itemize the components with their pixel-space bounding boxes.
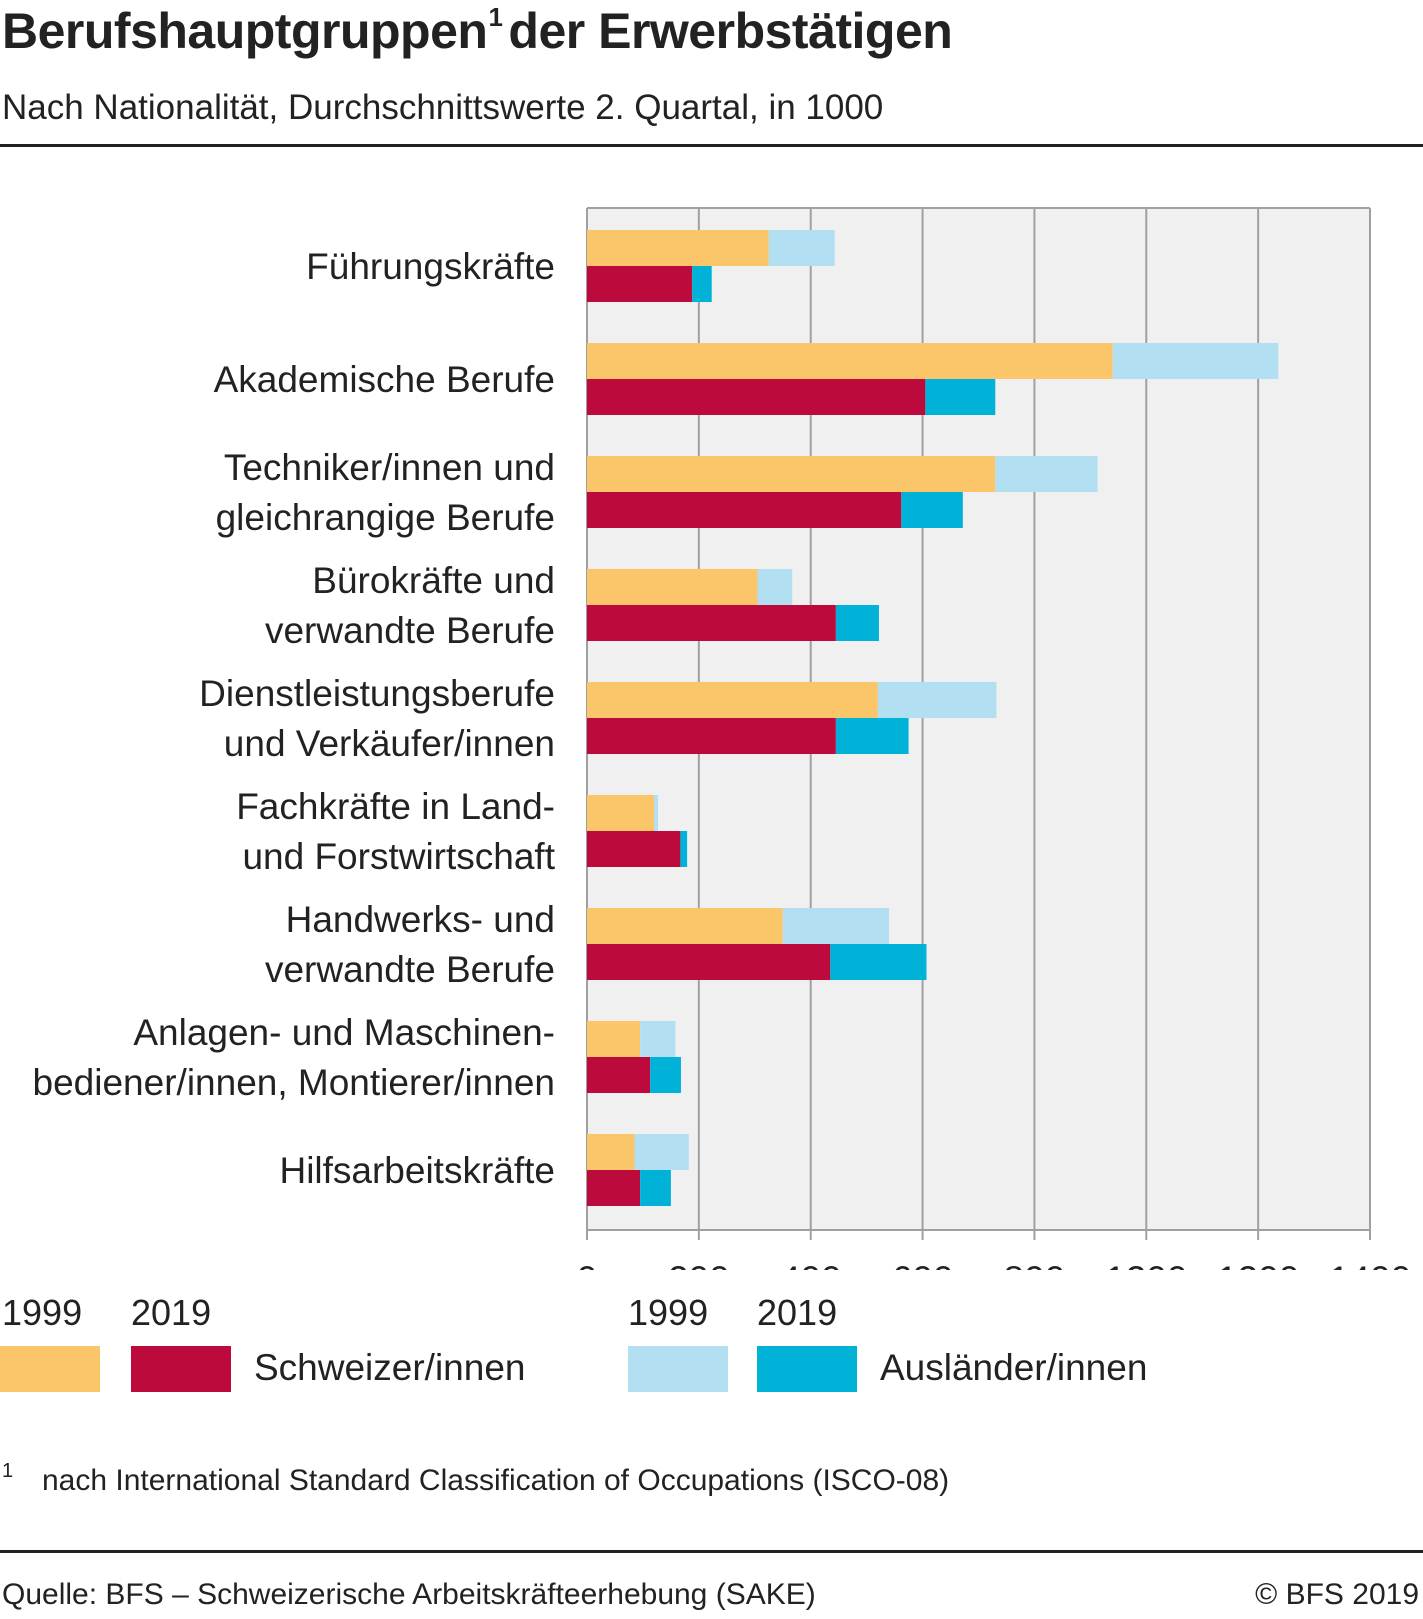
category-label: verwandte Berufe	[265, 949, 555, 990]
legend-swatch-swiss-1999	[0, 1346, 100, 1392]
legend-swatch-foreign-2019	[757, 1346, 857, 1392]
category-label: und Forstwirtschaft	[242, 836, 555, 877]
footnote-text: nach International Standard Classificati…	[42, 1464, 950, 1497]
legend-label-swiss: Schweizer/innen	[254, 1347, 526, 1388]
category-label: Techniker/innen und	[224, 447, 555, 488]
bar-1999-foreign	[1112, 343, 1279, 379]
bar-1999-swiss	[587, 456, 996, 492]
legend-year-1999-swiss: 1999	[2, 1292, 83, 1333]
bar-1999-foreign	[634, 1134, 689, 1170]
bar-2019-swiss	[587, 1170, 641, 1206]
category-label: Fachkräfte in Land-	[236, 786, 555, 827]
chart-title: Berufshauptgruppen1 der Erwerbstätigen	[2, 2, 953, 60]
bar-1999-foreign	[654, 795, 659, 831]
category-label: Anlagen- und Maschinen-	[133, 1012, 555, 1053]
category-label: Hilfsarbeitskräfte	[279, 1150, 555, 1191]
bar-2019-swiss	[587, 718, 836, 754]
bar-2019-swiss	[587, 492, 902, 528]
chart-title-rest: der Erwerbstätigen	[508, 3, 953, 59]
x-tick-label: 600	[892, 1259, 954, 1270]
bar-2019-swiss	[587, 266, 693, 302]
legend-label-foreign: Ausländer/innen	[880, 1347, 1148, 1388]
x-tick-label: 400	[780, 1259, 842, 1270]
bar-2019-foreign	[830, 944, 927, 980]
legend-year-2019-foreign: 2019	[757, 1292, 838, 1333]
x-tick-label: 1400	[1329, 1259, 1411, 1270]
bar-2019-swiss	[587, 944, 831, 980]
category-label: Führungskräfte	[306, 246, 555, 287]
bar-1999-swiss	[587, 343, 1113, 379]
legend-swatch-foreign-1999	[628, 1346, 728, 1392]
bar-2019-swiss	[587, 831, 681, 867]
bar-2019-foreign	[901, 492, 963, 528]
bar-2019-swiss	[587, 605, 836, 641]
bar-1999-swiss	[587, 1021, 641, 1057]
x-tick-label: 800	[1004, 1259, 1066, 1270]
bottom-divider	[0, 1550, 1423, 1553]
bar-1999-swiss	[587, 1134, 635, 1170]
bar-2019-foreign	[835, 718, 909, 754]
bar-1999-foreign	[995, 456, 1098, 492]
bar-2019-swiss	[587, 1057, 651, 1093]
bar-chart: 0 200 400 600 800 1200 1200 1400 Führungskräfte A…	[33, 207, 1411, 1270]
bar-1999-foreign	[877, 682, 997, 718]
x-tick-label: 200	[668, 1259, 730, 1270]
bar-1999-swiss	[587, 908, 783, 944]
category-label: und Verkäufer/innen	[224, 723, 555, 764]
bar-1999-foreign	[640, 1021, 676, 1057]
category-label: verwandte Berufe	[265, 610, 555, 651]
title-footnote-marker: 1	[488, 2, 503, 32]
footnote-marker: 1	[2, 1460, 14, 1482]
bar-1999-swiss	[587, 795, 655, 831]
category-label: bediener/innen, Montierer/innen	[33, 1062, 555, 1103]
bar-1999-foreign	[782, 908, 890, 944]
x-tick-label: 1200	[1105, 1259, 1187, 1270]
copyright-note: © BFS 2019	[1255, 1578, 1419, 1611]
category-label: Dienstleistungsberufe	[199, 673, 555, 714]
bar-2019-foreign	[835, 605, 879, 641]
category-label: Bürokräfte und	[312, 560, 555, 601]
chart-subtitle: Nach Nationalität, Durchschnittswerte 2.…	[2, 88, 884, 127]
bar-2019-foreign	[925, 379, 996, 415]
bar-1999-foreign	[757, 569, 793, 605]
chart-title-main: Berufshauptgruppen	[2, 3, 488, 59]
x-tick-label: 0	[577, 1259, 598, 1270]
category-label: Handwerks- und	[286, 899, 555, 940]
bar-2019-foreign	[640, 1170, 671, 1206]
category-label: gleichrangige Berufe	[216, 497, 555, 538]
legend-year-2019-swiss: 2019	[131, 1292, 212, 1333]
source-note: Quelle: BFS – Schweizerische Arbeitskräf…	[2, 1578, 816, 1611]
bar-1999-foreign	[768, 230, 835, 266]
legend-swatch-swiss-2019	[131, 1346, 231, 1392]
top-divider	[0, 144, 1423, 147]
x-tick-label: 1200	[1217, 1259, 1299, 1270]
bar-2019-swiss	[587, 379, 926, 415]
bar-1999-swiss	[587, 230, 769, 266]
bar-2019-foreign	[692, 266, 712, 302]
bar-1999-swiss	[587, 682, 878, 718]
bar-2019-foreign	[680, 831, 688, 867]
bar-1999-swiss	[587, 569, 758, 605]
legend-year-1999-foreign: 1999	[628, 1292, 709, 1333]
category-label: Akademische Berufe	[214, 359, 555, 400]
bar-2019-foreign	[650, 1057, 681, 1093]
